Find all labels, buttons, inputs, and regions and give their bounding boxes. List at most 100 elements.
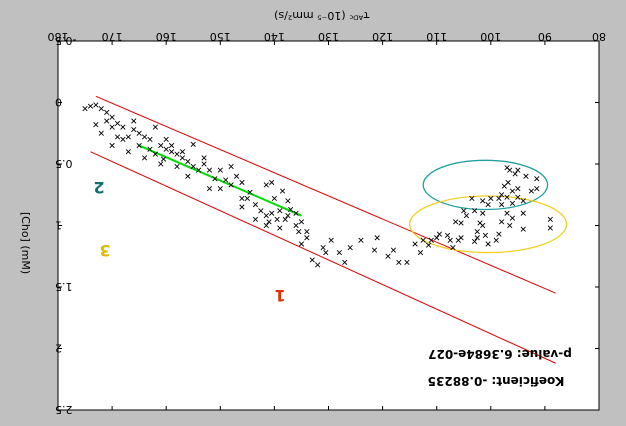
data-point (298, 241, 305, 247)
y-tick-label: 1 (55, 219, 62, 232)
data-point (206, 185, 213, 192)
data-point (515, 167, 521, 173)
data-point (425, 242, 432, 248)
axis-ticks: 80 90 100 110 120 130 140 150 160 170 180-0.5 0 0.5 1… (48, 30, 607, 416)
data-point (471, 238, 478, 245)
data-point (271, 195, 278, 202)
data-point (179, 149, 186, 155)
data-point (109, 142, 115, 149)
data-point (201, 155, 207, 161)
data-point (304, 235, 310, 241)
data-point (485, 201, 491, 208)
data-point (136, 142, 142, 149)
x-tick-label: 160 (156, 30, 177, 43)
data-point (523, 173, 529, 179)
data-point (482, 232, 489, 238)
data-point (358, 237, 364, 243)
data-point (298, 219, 305, 225)
data-point (328, 237, 334, 243)
data-point (104, 109, 110, 115)
data-point (428, 237, 434, 243)
region-label-3: 3 (99, 241, 110, 260)
plot-area (57, 40, 600, 411)
data-point (304, 229, 310, 235)
data-point (285, 198, 291, 204)
data-point (547, 216, 553, 222)
data-point (309, 257, 315, 263)
data-point (404, 259, 410, 266)
data-point (385, 253, 391, 259)
data-point (228, 163, 234, 170)
data-point (217, 167, 223, 173)
data-point (277, 208, 283, 214)
data-point (217, 185, 223, 192)
data-point (499, 219, 505, 225)
data-point (136, 130, 142, 136)
data-point (109, 114, 115, 120)
data-point (174, 151, 180, 157)
data-point (390, 247, 397, 253)
data-point (239, 195, 245, 202)
data-point (252, 216, 259, 222)
data-point (520, 198, 526, 204)
data-point (114, 134, 121, 140)
data-point (509, 188, 516, 194)
region-label-1: 1 (274, 286, 285, 305)
data-point (499, 201, 505, 208)
data-point (371, 247, 378, 253)
data-point (269, 179, 275, 186)
x-tick-label: 110 (426, 30, 447, 43)
data-point (480, 210, 486, 216)
data-point (528, 188, 534, 194)
pvalue-annotation: p-value: 6.3684e-027 (428, 347, 572, 361)
data-point (436, 231, 443, 237)
data-point (507, 222, 513, 229)
data-point (347, 245, 353, 251)
data-point (293, 222, 299, 229)
data-point (147, 146, 153, 152)
data-point (463, 213, 470, 219)
data-point (269, 210, 275, 216)
data-point (515, 194, 521, 200)
data-point (258, 208, 264, 214)
data-point (504, 165, 510, 171)
data-point (293, 210, 299, 216)
data-point (480, 198, 486, 204)
data-point (163, 136, 169, 143)
data-point (223, 177, 229, 183)
region-label-2: 2 (93, 178, 104, 197)
data-point (185, 173, 191, 179)
y-tick-label: 0.5 (55, 157, 73, 170)
data-point (158, 161, 164, 167)
x-axis-label: τᴬᴰᶜ (10⁻⁵ mm²/s) (274, 9, 370, 22)
data-point (477, 220, 483, 226)
x-tick-label: 90 (538, 30, 552, 43)
x-tick-label: 180 (48, 30, 69, 43)
data-point (174, 163, 180, 170)
x-tick-label: 100 (480, 30, 501, 43)
fit-line (138, 144, 302, 217)
data-point (131, 126, 137, 133)
data-points (82, 102, 553, 268)
x-tick-label: 150 (210, 30, 231, 43)
cluster-ellipses (408, 159, 568, 254)
bound-lines (90, 95, 556, 364)
data-point (196, 167, 202, 173)
data-point (125, 134, 131, 140)
ellipse-3 (408, 195, 568, 254)
data-point (263, 222, 269, 229)
data-point (420, 237, 426, 243)
data-point (190, 141, 196, 147)
data-point (282, 216, 288, 222)
data-point (98, 106, 104, 112)
data-point (396, 259, 402, 266)
data-point (320, 245, 326, 251)
data-point (104, 118, 110, 124)
data-point (342, 259, 348, 266)
data-point (504, 194, 510, 200)
lower-bound (90, 151, 556, 364)
data-point (147, 136, 153, 143)
data-point (190, 163, 196, 170)
data-point (274, 216, 280, 222)
